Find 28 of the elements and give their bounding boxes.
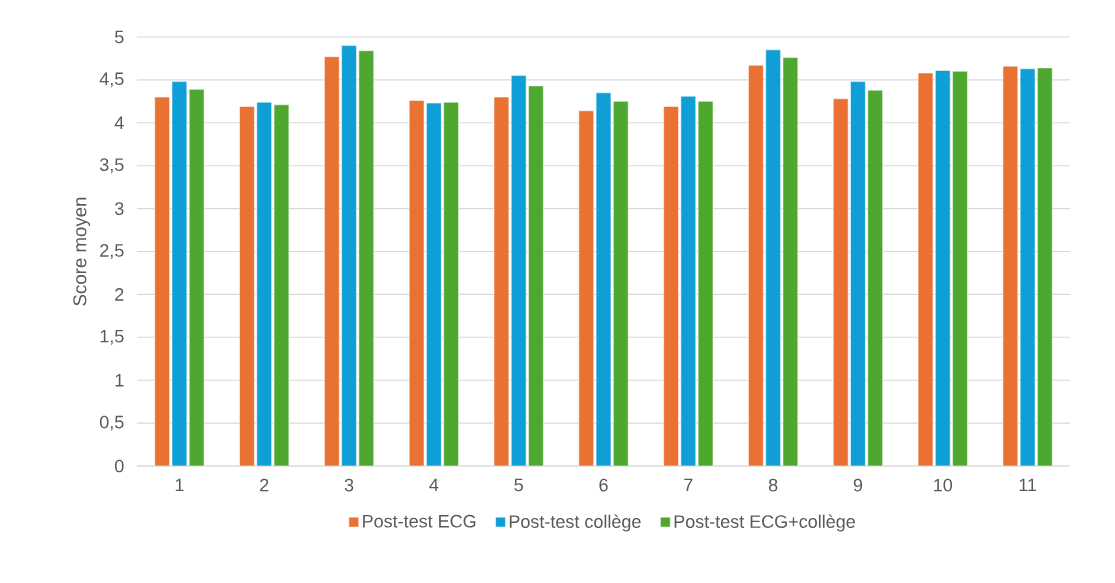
- y-tick-label: 2,5: [100, 244, 124, 259]
- x-tick-label: 9: [853, 478, 863, 492]
- bar: [1002, 65, 1019, 467]
- legend-label: Post-test ECG+collège: [674, 514, 855, 532]
- legend-label: Post-test ECG: [363, 514, 476, 528]
- x-tick-label: 6: [599, 478, 608, 492]
- y-tick-label: 4,5: [99, 72, 124, 88]
- x-tick-label: 8: [768, 478, 778, 492]
- y-tick-label: 1,5: [100, 329, 124, 345]
- y-tick-label: 2: [115, 288, 124, 301]
- x-tick-label: 4: [429, 478, 439, 492]
- x-tick-label: 1: [175, 478, 184, 492]
- y-tick-label: 3,5: [99, 158, 124, 174]
- y-tick-label: 0: [114, 459, 124, 473]
- y-tick-label: 1: [115, 374, 124, 387]
- bar: [188, 89, 205, 467]
- y-tick-label: 3: [114, 202, 124, 215]
- y-tick-label: 5: [114, 30, 124, 44]
- x-tick-label: 7: [684, 478, 693, 492]
- x-tick-label: 10: [934, 478, 953, 492]
- y-tick-label: 4: [114, 116, 124, 129]
- legend-label: Post-test collège: [509, 514, 641, 532]
- x-tick-label: 5: [514, 478, 523, 492]
- x-tick-label: 11: [1019, 478, 1037, 492]
- x-tick-label: 2: [260, 478, 269, 492]
- y-tick-label: 0,5: [99, 415, 124, 431]
- x-tick-label: 3: [344, 478, 354, 492]
- y-axis-title: Score moyen: [73, 197, 91, 306]
